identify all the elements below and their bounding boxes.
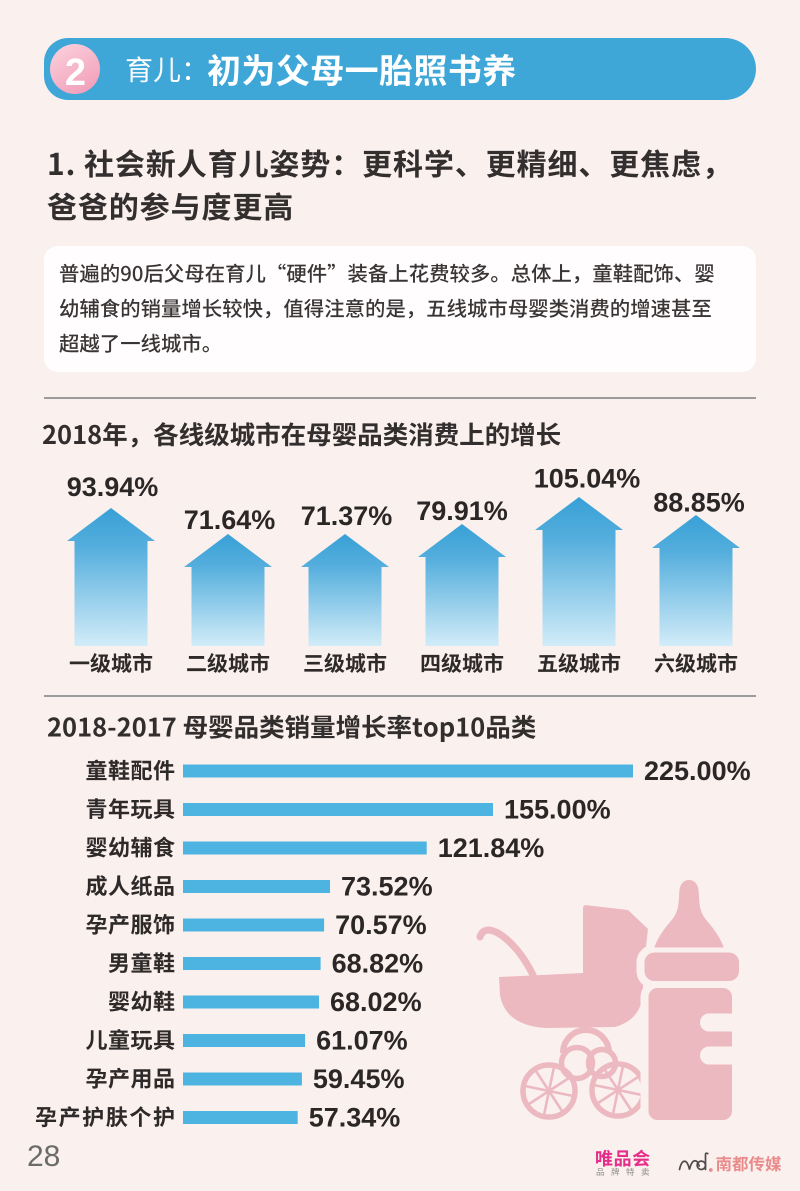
svg-text:61.07%: 61.07% — [316, 1026, 408, 1056]
svg-text:71.64%: 71.64% — [184, 505, 276, 535]
svg-text:59.45%: 59.45% — [313, 1064, 405, 1094]
svg-text:225.00%: 225.00% — [644, 756, 751, 786]
svg-text:93.94%: 93.94% — [67, 472, 159, 502]
svg-text:88.85%: 88.85% — [653, 488, 745, 518]
svg-text:71.37%: 71.37% — [301, 501, 393, 531]
svg-text:57.34%: 57.34% — [309, 1103, 401, 1133]
svg-text:155.00%: 155.00% — [504, 795, 611, 825]
svg-text:70.57%: 70.57% — [335, 910, 427, 940]
svg-text:68.82%: 68.82% — [332, 949, 424, 979]
svg-text:73.52%: 73.52% — [341, 872, 433, 902]
svg-text:28: 28 — [27, 1140, 60, 1173]
svg-text:79.91%: 79.91% — [416, 496, 508, 526]
svg-text:2: 2 — [65, 52, 86, 94]
svg-text:68.02%: 68.02% — [330, 987, 422, 1017]
svg-text:121.84%: 121.84% — [438, 833, 545, 863]
svg-text:105.04%: 105.04% — [534, 464, 641, 494]
